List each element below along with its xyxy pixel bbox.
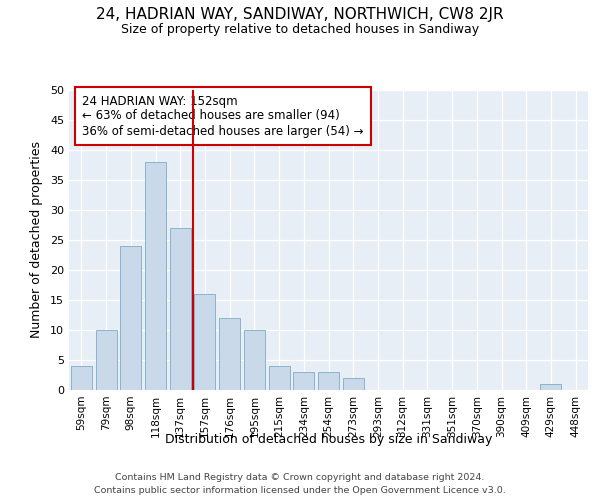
- Bar: [170, 228, 191, 390]
- Text: Distribution of detached houses by size in Sandiway: Distribution of detached houses by size …: [165, 432, 493, 446]
- Text: Contains HM Land Registry data © Crown copyright and database right 2024.: Contains HM Land Registry data © Crown c…: [115, 472, 485, 482]
- Y-axis label: Number of detached properties: Number of detached properties: [30, 142, 43, 338]
- Bar: [71, 366, 92, 390]
- Bar: [145, 162, 166, 390]
- Bar: [244, 330, 265, 390]
- Text: Size of property relative to detached houses in Sandiway: Size of property relative to detached ho…: [121, 22, 479, 36]
- Bar: [269, 366, 290, 390]
- Bar: [120, 246, 141, 390]
- Bar: [95, 330, 116, 390]
- Text: 24, HADRIAN WAY, SANDIWAY, NORTHWICH, CW8 2JR: 24, HADRIAN WAY, SANDIWAY, NORTHWICH, CW…: [96, 8, 504, 22]
- Text: Contains public sector information licensed under the Open Government Licence v3: Contains public sector information licen…: [94, 486, 506, 495]
- Bar: [318, 372, 339, 390]
- Bar: [541, 384, 562, 390]
- Bar: [293, 372, 314, 390]
- Bar: [343, 378, 364, 390]
- Bar: [219, 318, 240, 390]
- Text: 24 HADRIAN WAY: 152sqm
← 63% of detached houses are smaller (94)
36% of semi-det: 24 HADRIAN WAY: 152sqm ← 63% of detached…: [82, 94, 364, 138]
- Bar: [194, 294, 215, 390]
